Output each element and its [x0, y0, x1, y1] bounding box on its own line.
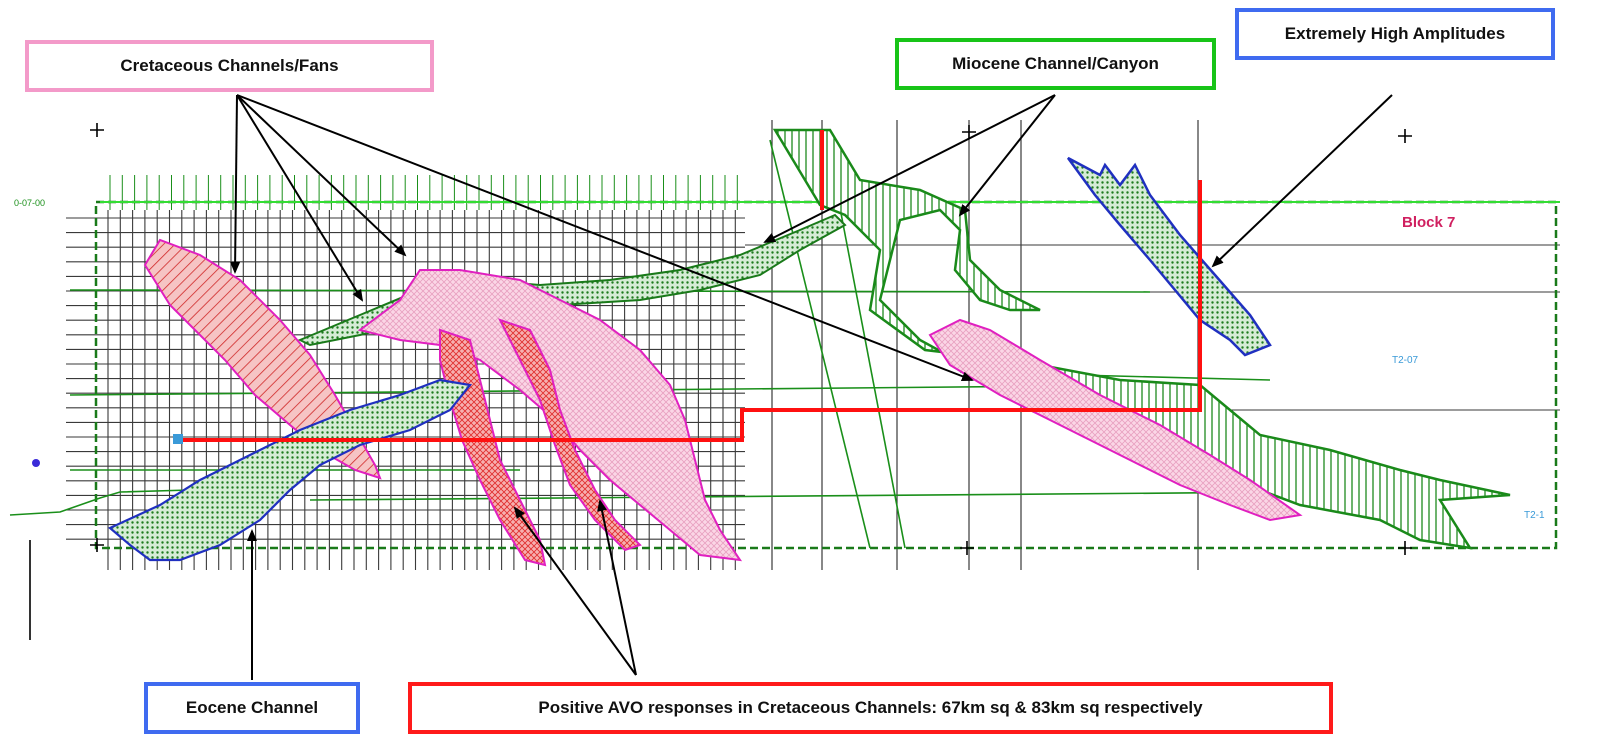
cretaceous-callout-label: Cretaceous Channels/Fans [120, 56, 339, 75]
block-boundary [94, 200, 1558, 550]
red-lines [178, 130, 1202, 442]
line-label-lower: T2-1 [1524, 510, 1545, 521]
miocene-callout-label: Miocene Channel/Canyon [952, 54, 1159, 73]
high-amplitude-zone [1066, 156, 1272, 357]
block-label: Block 7 [1402, 214, 1455, 231]
survey-marker [173, 434, 183, 444]
cretaceous-fan-left [143, 238, 382, 480]
avo-callout: Positive AVO responses in Cretaceous Cha… [408, 682, 1333, 734]
avo-channel-2 [498, 318, 642, 552]
avo-callout-label: Positive AVO responses in Cretaceous Cha… [538, 698, 1203, 717]
cretaceous-callout: Cretaceous Channels/Fans [25, 40, 434, 92]
well-marker [32, 459, 40, 467]
eocene-channel [107, 378, 473, 562]
high-amplitude-callout: Extremely High Amplitudes [1235, 8, 1555, 60]
corner-markers [90, 123, 1412, 555]
high-amplitude-callout-label: Extremely High Amplitudes [1284, 24, 1506, 43]
miocene-callout: Miocene Channel/Canyon [895, 38, 1216, 90]
eocene-callout-label: Eocene Channel [185, 698, 319, 717]
eocene-callout: Eocene Channel [144, 682, 360, 734]
callout-arrows [230, 94, 1393, 680]
left-line-label: 0-07-00 [14, 198, 45, 208]
line-label-upper: T2-07 [1392, 355, 1419, 366]
cretaceous-channel-right [928, 318, 1303, 522]
